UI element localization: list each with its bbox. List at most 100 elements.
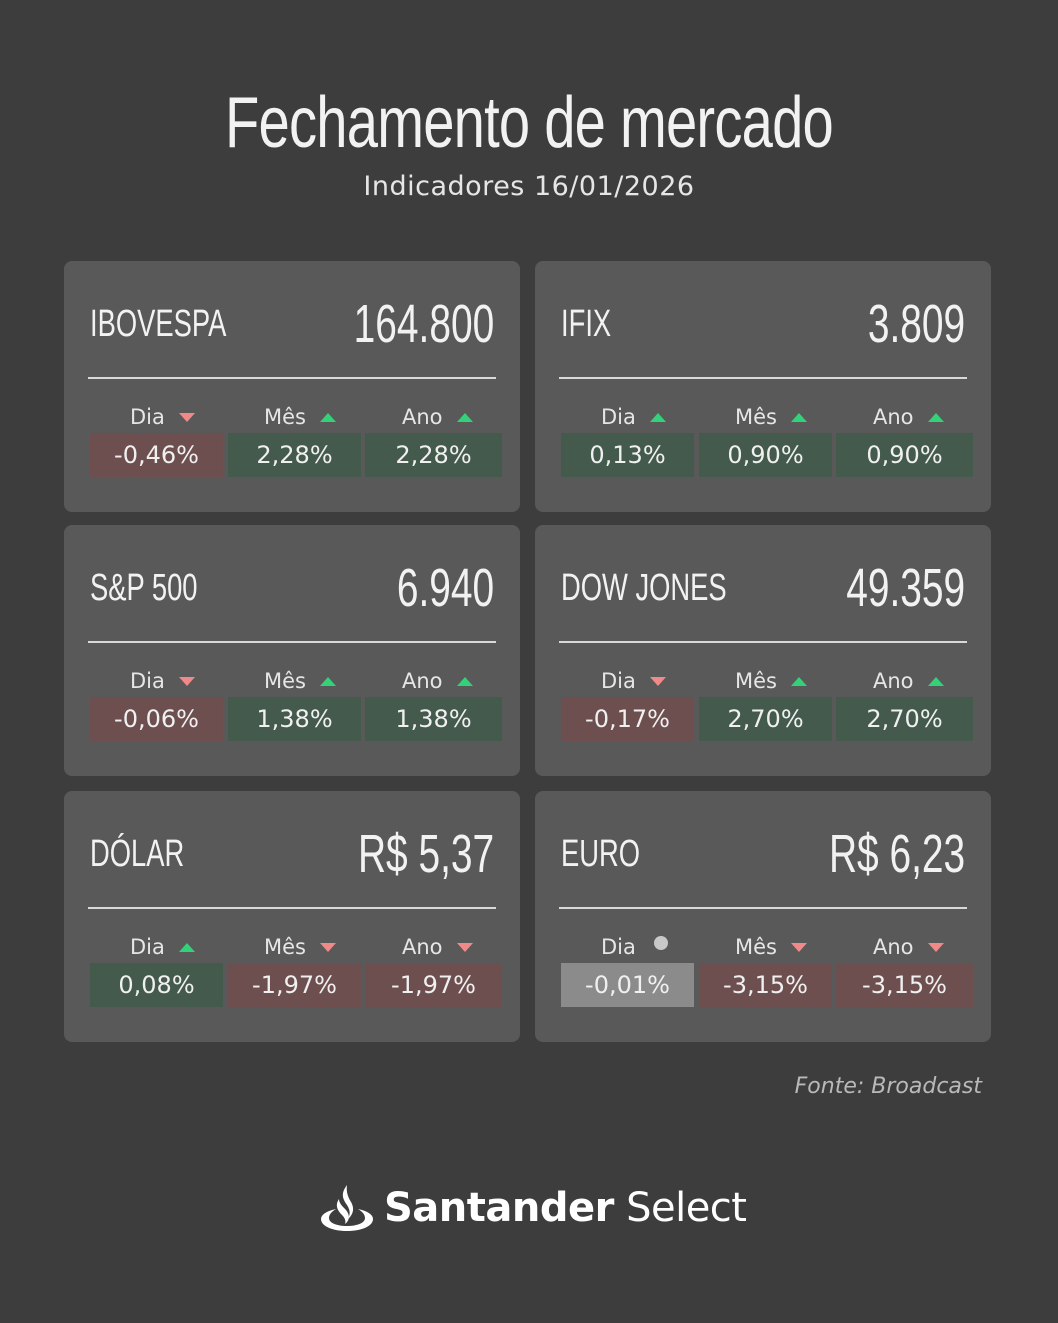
period-header: Mês: [264, 665, 336, 695]
change-value: -3,15%: [699, 963, 832, 1007]
period-header: Ano: [873, 665, 944, 695]
indicator-value: R$ 5,37: [357, 824, 494, 884]
period-label: Ano: [402, 669, 443, 693]
indicator-name: EURO: [561, 833, 641, 875]
period-header: Ano: [873, 401, 944, 431]
indicator-card: EURO R$ 6,23 Dia -0,01% Mês -3,15% Ano -3,15%: [535, 791, 991, 1042]
period-header: Dia: [130, 401, 195, 431]
change-value: 2,70%: [836, 697, 973, 741]
period-label: Mês: [735, 669, 777, 693]
arrow-down-icon: [927, 942, 944, 952]
period-header: Ano: [402, 665, 473, 695]
change-value: 1,38%: [228, 697, 361, 741]
arrow-down-icon: [178, 676, 195, 686]
change-value: -1,97%: [228, 963, 361, 1007]
change-value: 1,38%: [365, 697, 502, 741]
arrow-down-icon: [456, 942, 473, 952]
period-label: Dia: [130, 935, 165, 959]
indicator-card: DOW JONES 49.359 Dia -0,17% Mês 2,70% Ano 2,70%: [535, 525, 991, 776]
neutral-dot-icon: [653, 936, 668, 950]
change-value: 2,70%: [699, 697, 832, 741]
period-header: Mês: [735, 401, 807, 431]
arrow-up-icon: [927, 676, 944, 686]
period-label: Dia: [601, 405, 636, 429]
period-label: Mês: [264, 405, 306, 429]
period-header: Dia: [601, 401, 666, 431]
change-value: 0,13%: [561, 433, 694, 477]
period-header: Dia: [130, 931, 195, 961]
period-header: Ano: [873, 931, 944, 961]
indicator-card: IBOVESPA 164.800 Dia -0,46% Mês 2,28% Ano 2,28%: [64, 261, 520, 512]
change-value: 0,90%: [699, 433, 832, 477]
brand-logo: Santander Select: [320, 1178, 747, 1238]
arrow-up-icon: [790, 412, 807, 422]
arrow-up-icon: [790, 676, 807, 686]
card-divider: [559, 377, 967, 379]
arrow-down-icon: [649, 676, 666, 686]
arrow-down-icon: [178, 412, 195, 422]
change-value: 2,28%: [365, 433, 502, 477]
change-value: -0,06%: [90, 697, 223, 741]
arrow-down-icon: [319, 942, 336, 952]
indicator-card: S&P 500 6.940 Dia -0,06% Mês 1,38% Ano 1,38%: [64, 525, 520, 776]
period-label: Ano: [873, 669, 914, 693]
card-divider: [88, 641, 496, 643]
period-label: Mês: [735, 935, 777, 959]
arrow-up-icon: [319, 412, 336, 422]
indicator-name: IBOVESPA: [90, 303, 227, 345]
change-value: 0,90%: [836, 433, 973, 477]
card-divider: [88, 377, 496, 379]
indicator-name: S&P 500: [90, 567, 198, 609]
period-header: Ano: [402, 401, 473, 431]
indicator-value: 49.359: [846, 558, 965, 618]
period-label: Ano: [873, 405, 914, 429]
period-header: Dia: [601, 931, 668, 961]
change-value: -3,15%: [836, 963, 973, 1007]
arrow-up-icon: [178, 942, 195, 952]
period-header: Dia: [601, 665, 666, 695]
period-label: Dia: [601, 935, 636, 959]
card-divider: [559, 907, 967, 909]
period-header: Mês: [735, 665, 807, 695]
arrow-up-icon: [456, 412, 473, 422]
period-label: Ano: [402, 405, 443, 429]
period-label: Mês: [264, 669, 306, 693]
indicator-card: IFIX 3.809 Dia 0,13% Mês 0,90% Ano 0,90%: [535, 261, 991, 512]
period-label: Dia: [130, 405, 165, 429]
arrow-up-icon: [927, 412, 944, 422]
indicator-value: 6.940: [396, 558, 494, 618]
indicator-name: DÓLAR: [90, 833, 185, 875]
period-label: Dia: [130, 669, 165, 693]
period-label: Ano: [402, 935, 443, 959]
brand-name: Santander Select: [384, 1185, 747, 1231]
page-subtitle: Indicadores 16/01/2026: [363, 171, 695, 202]
indicator-name: IFIX: [561, 303, 612, 345]
brand-name-light: Select: [613, 1185, 747, 1231]
source-note: Fonte: Broadcast: [794, 1074, 982, 1099]
change-value: -0,46%: [90, 433, 223, 477]
indicator-value: 164.800: [353, 294, 494, 354]
period-header: Dia: [130, 665, 195, 695]
indicator-card: DÓLAR R$ 5,37 Dia 0,08% Mês -1,97% Ano -1,97%: [64, 791, 520, 1042]
change-value: 0,08%: [90, 963, 223, 1007]
change-value: -0,17%: [561, 697, 694, 741]
page-title: Fechamento de mercado: [225, 83, 834, 163]
period-header: Mês: [264, 931, 336, 961]
arrow-up-icon: [319, 676, 336, 686]
period-header: Mês: [264, 401, 336, 431]
change-value: -1,97%: [365, 963, 502, 1007]
period-header: Mês: [735, 931, 807, 961]
card-divider: [559, 641, 967, 643]
change-value: -0,01%: [561, 963, 694, 1007]
period-label: Ano: [873, 935, 914, 959]
indicator-name: DOW JONES: [561, 567, 727, 609]
change-value: 2,28%: [228, 433, 361, 477]
card-divider: [88, 907, 496, 909]
arrow-down-icon: [790, 942, 807, 952]
period-label: Mês: [735, 405, 777, 429]
period-label: Mês: [264, 935, 306, 959]
arrow-up-icon: [456, 676, 473, 686]
santander-flame-icon: [321, 1185, 373, 1231]
indicator-value: 3.809: [867, 294, 965, 354]
brand-name-bold: Santander: [384, 1185, 614, 1231]
